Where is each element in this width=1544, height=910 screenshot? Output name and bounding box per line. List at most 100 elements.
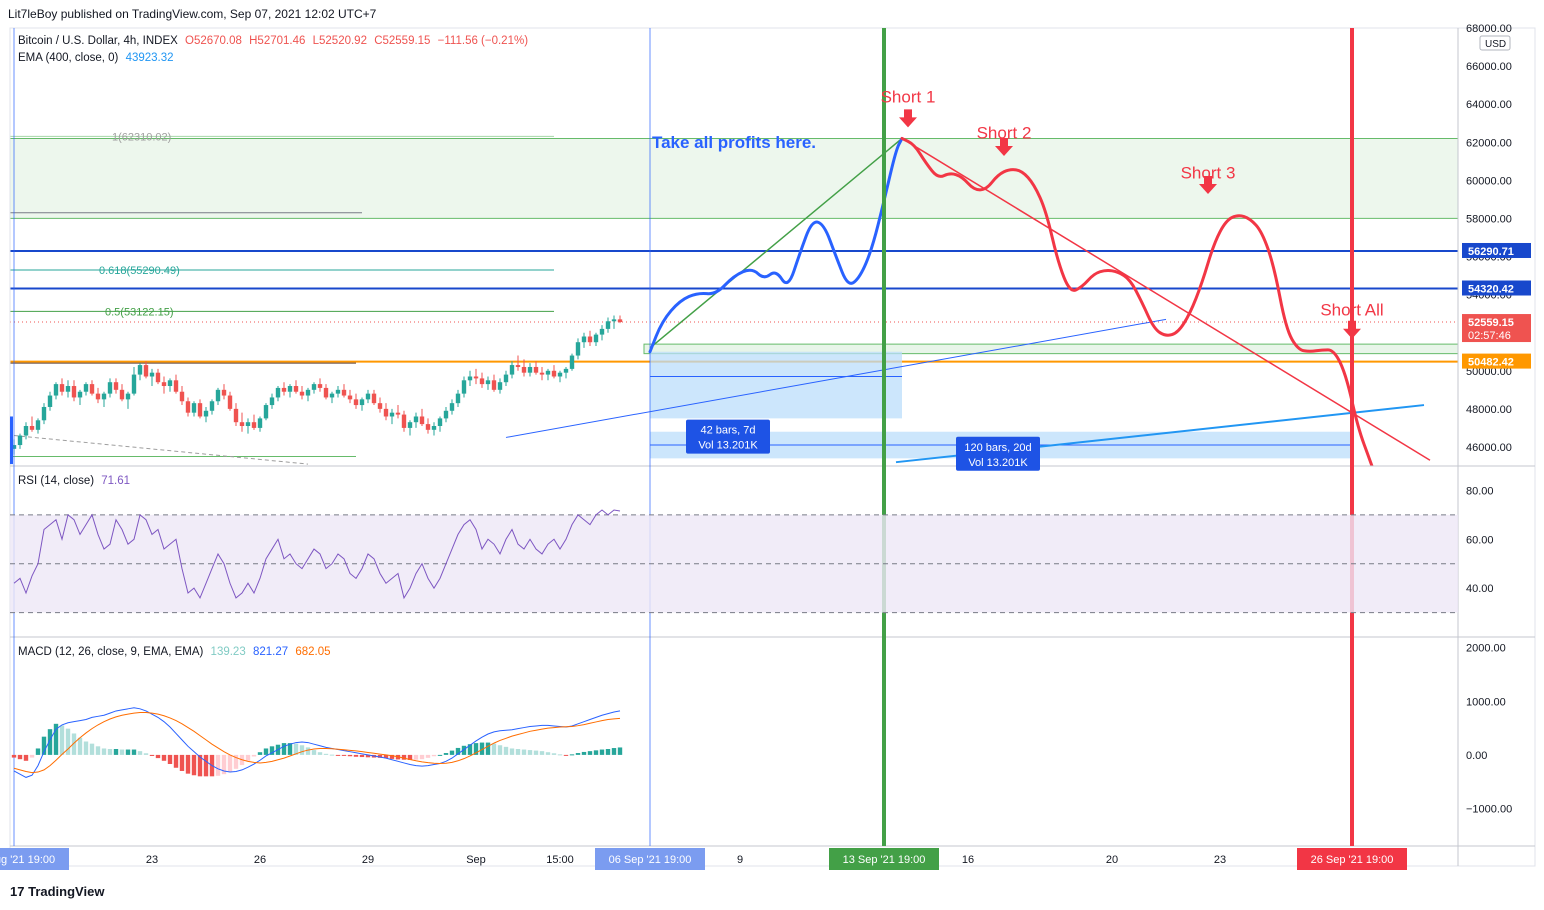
candle-body [221,389,227,396]
candle-body [29,426,35,430]
macd-hist-bar [287,743,293,755]
time-highlight-badge [829,848,939,870]
macd-hist-bar [575,753,581,755]
macd-hist-bar [485,742,491,755]
price-tick-label: 68000.00 [1466,23,1512,35]
candle-body [413,416,419,423]
candle-body [329,393,335,398]
short-label: Short 1 [881,87,936,106]
candle-body [227,395,233,409]
price-tick-label: 46000.00 [1466,442,1512,454]
price-badge [1462,314,1531,343]
candle-body [167,380,173,387]
macd-hist-bar [359,754,365,758]
high-value: H52701.46 [249,35,306,47]
macd-hist-bar [503,746,509,755]
macd-hist-bar [251,754,257,757]
macd-hist-bar [353,754,359,757]
candle-body [119,389,125,400]
candle-body [605,321,611,329]
macd-hist-bar [317,752,323,755]
candle-body [473,376,479,379]
macd-hist-bar [29,754,35,758]
macd-tick-label: 0.00 [1466,750,1487,762]
fib-level-label: 0.618(55290.49) [99,265,180,277]
macd-hist-bar [377,754,383,758]
candle-body [245,422,251,427]
candle-body [467,376,473,381]
macd-hist-bar [347,754,353,757]
range-label-line2: Vol 13.201K [968,457,1028,469]
candle-body [215,389,221,402]
price-badge-label: 50482.42 [1468,357,1514,369]
candle-body [293,386,299,392]
range-label-line1: 42 bars, 7d [700,425,755,437]
rsi-line [13,509,621,600]
macd-hist-bar [197,754,203,777]
macd-hist-bar [605,749,611,755]
macd-hist-bar [179,754,185,771]
range-label-box [956,436,1040,471]
red-trend-line [901,137,1431,461]
candle-body [185,401,191,413]
macd-hist-bar [173,754,179,768]
macd-hist-bar [419,754,425,760]
candle-body [173,380,179,392]
macd-hist-bar [143,753,149,755]
short-arrow-icon [1343,320,1361,339]
macd-hist-bar [569,754,575,756]
macd-hist-bar [329,754,335,756]
candle-body [311,384,317,390]
macd-hist-bar [167,754,173,765]
macd-signal-line [13,712,621,774]
macd-hist-bar [155,754,161,759]
candle-body [497,382,503,390]
time-highlight-badge [1297,848,1407,870]
candle-body [251,422,257,428]
macd-line-value: 821.27 [252,646,289,658]
candle-body [611,319,617,322]
macd-tick-label: 1000.00 [1466,696,1506,708]
macd-hist-bar [215,754,221,776]
tradingview-logo: 17 TradingView [10,884,104,899]
price-badge [1462,353,1531,369]
candle-body [179,391,185,402]
publisher-credit: Lit7leBoy published on TradingView.com, … [8,7,377,21]
green-trend-line [649,137,903,349]
macd-hist-bar [191,754,197,776]
candle-body [575,342,581,356]
candle-body [503,374,509,383]
resistance-zone [10,138,1458,219]
candle-body [299,391,305,396]
macd-hist-bar [125,749,131,755]
tradingview-logo-text: TradingView [28,884,105,899]
macd-hist-bar [467,744,473,755]
time-tick-label: Sep [466,854,486,866]
macd-hist-bar [119,749,125,755]
candle-body [191,403,197,413]
candle-body [455,393,461,404]
candle-body [101,393,107,400]
short-arrow-icon [995,137,1013,156]
macd-hist-bar [509,748,515,755]
time-highlight-label: 19 Aug '21 19:00 [0,854,55,866]
time-tick-label: 29 [362,854,374,866]
price-badge [1462,242,1531,258]
price-badge-countdown: 02:57:46 [1468,330,1511,342]
macd-label: MACD (12, 26, close, 9, EMA, EMA) [18,646,204,658]
blue-trend-line [505,318,1167,438]
candle-body [599,328,605,335]
macd-hist-bar [527,750,533,755]
range-box-7d [650,351,902,419]
macd-tick-label: −1000.00 [1466,803,1512,815]
time-tick-label: 26 [254,854,266,866]
candle-body [593,334,599,343]
macd-hist-bar [305,747,311,755]
main-legend: Bitcoin / U.S. Dollar, 4h, INDEX O52670.… [18,35,532,47]
macd-hist-bar [281,743,287,755]
candle-body [407,422,413,428]
macd-hist-bar [35,748,41,755]
fib-level-label: 1(62310.02) [112,131,171,143]
ema-label: EMA (400, close, 0) [18,52,119,64]
